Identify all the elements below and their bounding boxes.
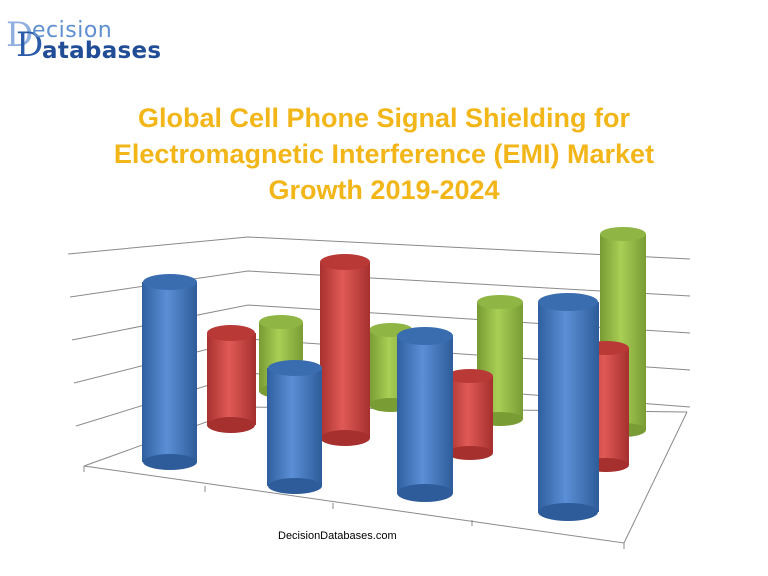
cylinder-blue-1 [142, 274, 197, 470]
cylinder-blue-3 [397, 327, 453, 502]
chart-title-line-3: Growth 2019-2024 [268, 175, 500, 205]
series-red-cylinders [207, 254, 629, 472]
logo-word-atabases: atabases [42, 38, 162, 64]
cylinder-red-2 [320, 254, 370, 446]
cylinder-red-3 [447, 369, 493, 460]
chart-title: Global Cell Phone Signal Shielding for E… [60, 100, 708, 208]
cylinder-blue-2 [267, 360, 322, 494]
watermark-text: DecisionDatabases.com [278, 530, 397, 542]
chart-title-line-2: Electromagnetic Interference (EMI) Marke… [113, 139, 655, 169]
logo-initial-d-light: D [6, 15, 34, 55]
logo-initial-d-dark: D [16, 25, 44, 65]
decision-databases-logo: D D ecision atabases [4, 14, 194, 64]
chart-title-line-1: Global Cell Phone Signal Shielding for [137, 103, 631, 133]
series-blue-cylinders [142, 274, 599, 521]
cylinder-blue-4 [538, 293, 599, 521]
cylinder-red-1 [207, 325, 256, 433]
logo-word-ecision: ecision [32, 18, 113, 43]
